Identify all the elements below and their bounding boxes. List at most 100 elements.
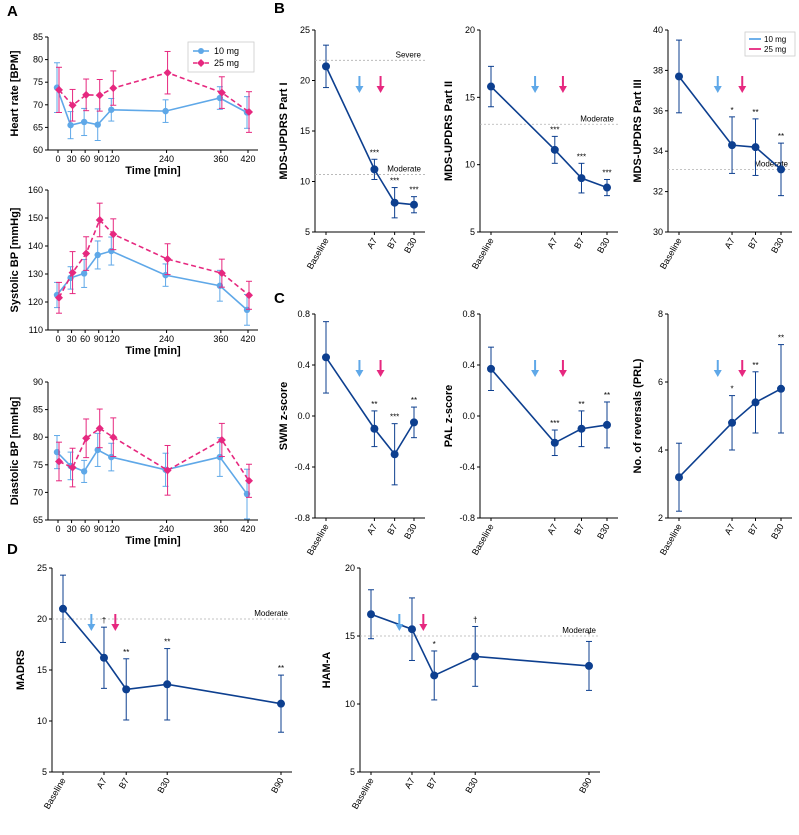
significance-marker: ** <box>604 391 610 400</box>
y-tick-label: 32 <box>653 187 663 197</box>
data-point <box>487 364 495 373</box>
x-tick-label: A7 <box>723 522 737 537</box>
y-axis-title: No. of reversals (PRL) <box>632 358 644 473</box>
x-tick-label: 0 <box>55 524 60 534</box>
x-tick-label: A7 <box>545 236 559 251</box>
panel-letter-d: D <box>7 541 18 558</box>
reference-label: Moderate <box>387 164 421 173</box>
series-line-25mg <box>58 71 250 113</box>
y-tick-label: 60 <box>33 145 43 155</box>
madrs-chart: 5 10 15 20 25 Baseline A7 B7 B30 B90 MADRS Moderate… <box>15 563 292 811</box>
y-tick-label: 20 <box>37 614 47 624</box>
data-point-25mg <box>109 230 118 239</box>
panel-letter-c: C <box>274 290 285 307</box>
significance-marker: ** <box>278 664 284 673</box>
data-point-25mg <box>68 268 77 277</box>
y-tick-label: 5 <box>470 227 475 237</box>
x-tick-label: Baseline <box>305 522 331 557</box>
x-tick-label: 420 <box>240 154 255 164</box>
y-tick-label: 25 <box>300 25 310 35</box>
x-tick-label: 60 <box>80 334 90 344</box>
x-tick-label: A7 <box>365 236 379 251</box>
x-tick-label: A7 <box>95 776 109 791</box>
swm-chart: -0.8 -0.4 0.0 0.4 0.8 Baseline A7 B7 B30 SWM z-sc… <box>278 309 425 557</box>
data-point-25mg <box>163 255 172 264</box>
data-point <box>675 473 683 482</box>
y-tick-label: 20 <box>345 563 355 573</box>
y-tick-label: 0.8 <box>297 309 310 319</box>
significance-marker: *** <box>390 177 399 186</box>
series-line <box>678 75 782 170</box>
y-tick-label: 10 <box>300 177 310 187</box>
x-tick-label: B30 <box>402 522 419 541</box>
y-axis-title: MDS-UPDRS Part I <box>278 82 290 179</box>
arrow-head <box>713 370 722 377</box>
y-tick-label: 120 <box>28 297 43 307</box>
y-tick-label: 65 <box>33 515 43 525</box>
y-axis-title: MADRS <box>15 650 27 690</box>
x-tick-label: 60 <box>80 154 90 164</box>
arrow-head <box>738 370 747 377</box>
x-tick-label: B90 <box>269 776 286 795</box>
reference-label: Moderate <box>754 159 788 168</box>
x-tick-label: 60 <box>80 524 90 534</box>
y-tick-label: 10 <box>37 716 47 726</box>
arrow-head <box>419 624 428 631</box>
y-axis-title: SWM z-score <box>278 382 290 450</box>
data-point <box>728 418 737 427</box>
y-tick-label: 10 <box>465 160 475 170</box>
data-point <box>777 384 785 393</box>
updrs3-chart: 30 32 34 36 38 40 Baseline A7 B7 B30 MDS-UPDRS Par… <box>632 25 796 271</box>
x-tick-label: 240 <box>159 334 174 344</box>
significance-marker: *** <box>390 413 399 422</box>
y-axis-title: Systolic BP [mmHg] <box>9 207 21 312</box>
x-tick-label: Baseline <box>658 522 684 557</box>
y-tick-label: 30 <box>653 227 663 237</box>
x-tick-label: 30 <box>67 334 77 344</box>
y-tick-label: 15 <box>37 665 47 675</box>
data-point-10mg <box>67 121 74 129</box>
y-tick-label: 150 <box>28 213 43 223</box>
data-point <box>410 418 418 427</box>
arrow-head <box>395 624 404 631</box>
legend-label-25mg: 25 mg <box>214 58 239 68</box>
data-point <box>370 424 379 433</box>
arrow-head <box>87 624 96 631</box>
updrs2-chart: 5 10 15 20 Baseline A7 B7 B30 MDS-UPDRS Part II M… <box>443 25 618 271</box>
y-tick-label: 15 <box>345 631 355 641</box>
data-point-25mg <box>163 466 172 475</box>
y-tick-label: 6 <box>658 377 663 387</box>
arrow-head <box>376 86 385 93</box>
x-tick-label: A7 <box>403 776 417 791</box>
data-point-25mg <box>68 101 77 110</box>
y-tick-label: 5 <box>42 767 47 777</box>
data-point-25mg <box>55 457 63 466</box>
data-point <box>550 145 559 154</box>
data-point-25mg <box>217 435 226 444</box>
y-axis-title: Heart rate [BPM] <box>9 50 21 137</box>
data-point <box>550 438 559 447</box>
y-axis-title: HAM-A <box>321 652 333 689</box>
x-tick-label: Baseline <box>305 236 331 271</box>
y-tick-label: 34 <box>653 146 663 156</box>
x-tick-label: 90 <box>94 154 104 164</box>
reference-label: Moderate <box>580 114 614 123</box>
data-point <box>728 141 737 150</box>
series-line <box>490 368 608 444</box>
data-point <box>163 680 172 689</box>
x-tick-label: B7 <box>425 776 439 791</box>
data-point-10mg <box>108 106 115 113</box>
data-point <box>777 165 785 174</box>
y-axis-title: MDS-UPDRS Part II <box>443 81 455 181</box>
data-point <box>367 610 375 619</box>
data-point-10mg <box>80 118 88 126</box>
series-line <box>325 66 415 206</box>
significance-marker: ** <box>123 648 129 657</box>
data-point <box>577 174 586 183</box>
data-point <box>675 72 683 81</box>
data-point-25mg <box>109 433 118 442</box>
data-point-25mg <box>55 293 63 302</box>
